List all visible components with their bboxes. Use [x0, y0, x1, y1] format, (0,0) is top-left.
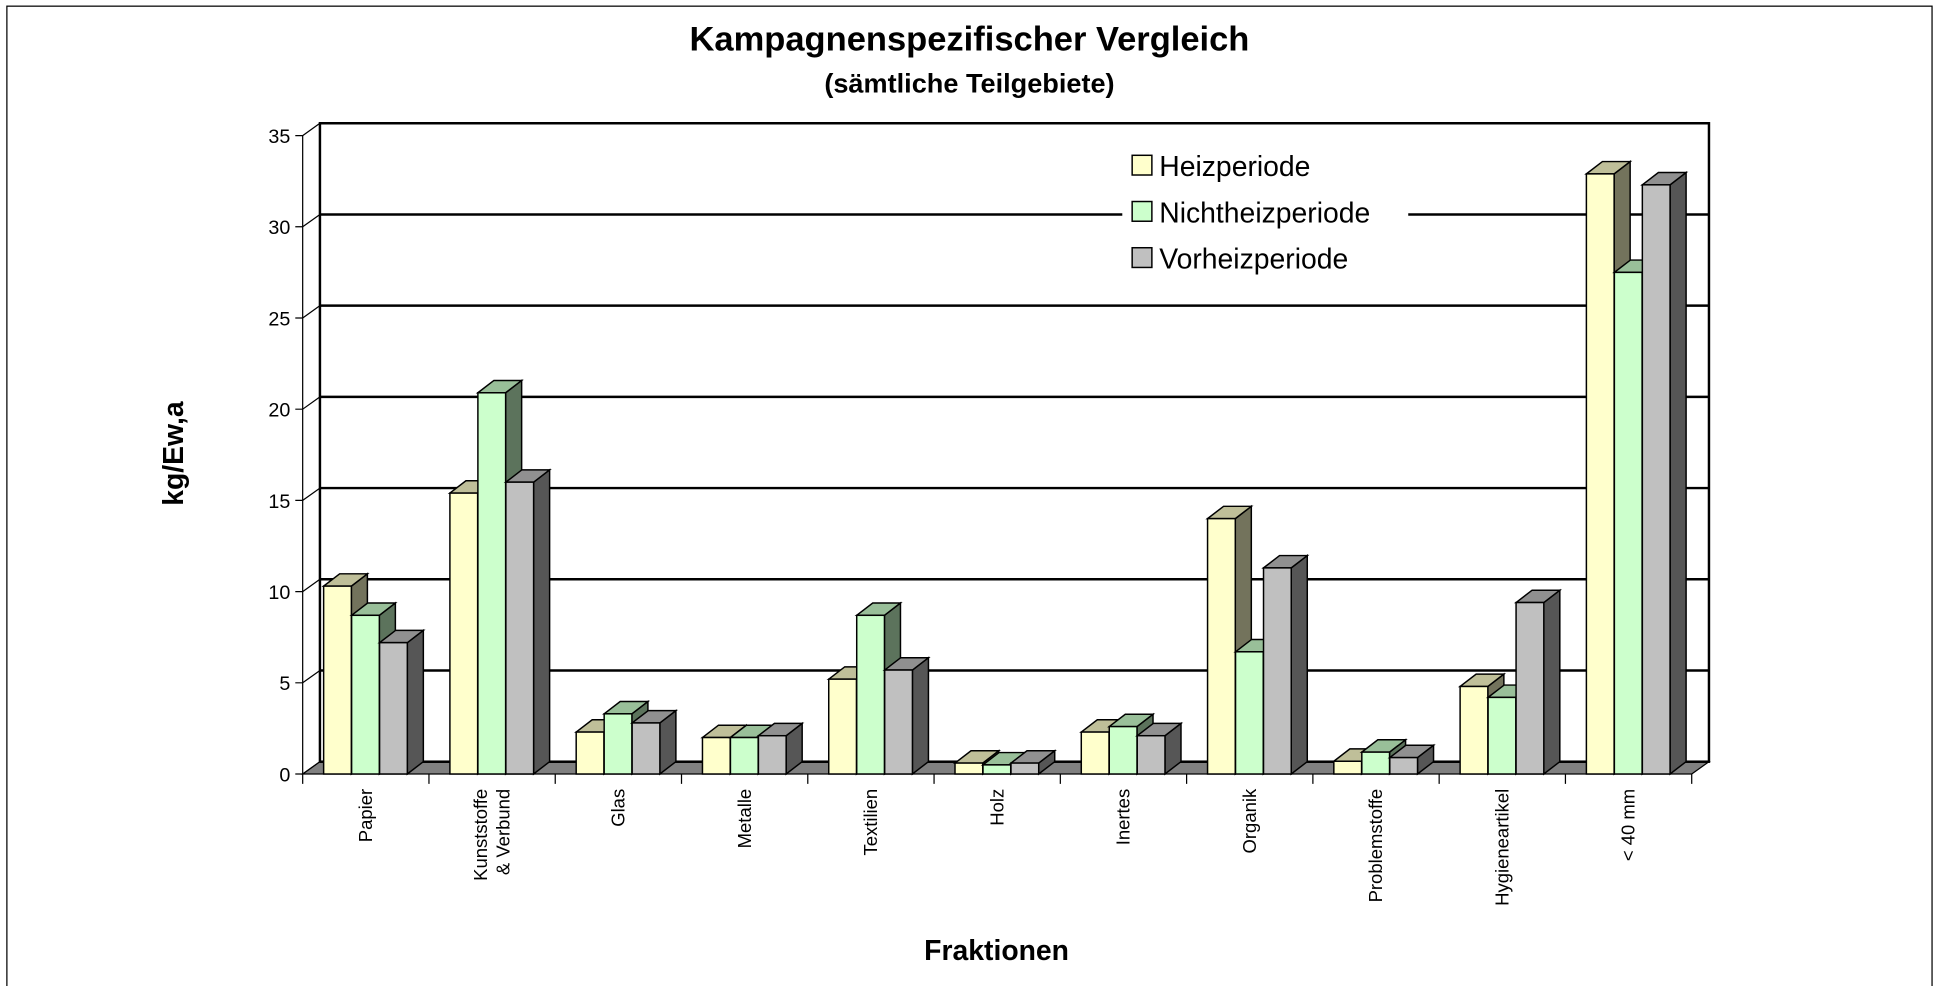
- y-tick: [295, 669, 321, 684]
- bar: [1640, 170, 1689, 776]
- x-tick-label: Papier: [355, 789, 376, 842]
- bar-front: [1234, 651, 1265, 775]
- bar: [1387, 743, 1436, 776]
- bar-front: [1487, 696, 1517, 775]
- chart-subtitle: (sämtliche Teilgebiete): [824, 67, 1114, 98]
- bar-front: [1010, 762, 1040, 775]
- bar-front: [1206, 517, 1237, 775]
- y-tick-label: 0: [279, 764, 290, 786]
- legend-swatch: [1131, 246, 1153, 269]
- bar-front: [603, 713, 633, 775]
- bar-front: [1389, 756, 1419, 775]
- x-tick-label: < 40 mm: [1618, 789, 1639, 861]
- legend-swatch: [1131, 200, 1153, 222]
- bar-front: [1641, 184, 1671, 775]
- y-tick: [295, 487, 321, 502]
- y-tick-label: 25: [268, 308, 290, 330]
- y-tick: [295, 122, 321, 137]
- legend-label: Vorheizperiode: [1159, 244, 1348, 276]
- bar-front: [575, 731, 605, 775]
- y-tick-label: 20: [268, 400, 290, 422]
- bar-side: [1543, 588, 1561, 776]
- bar-front: [631, 722, 661, 775]
- bar-front: [1108, 725, 1138, 775]
- bar-front: [757, 734, 787, 775]
- bar-front: [1262, 567, 1292, 775]
- y-tick: [295, 396, 321, 410]
- bar-front: [1585, 173, 1615, 775]
- y-tick: [295, 578, 321, 593]
- bar-front: [883, 669, 914, 775]
- y-tick-label: 10: [268, 582, 290, 604]
- bar: [629, 709, 679, 776]
- bar-front: [1361, 751, 1391, 775]
- x-tick-label: Problemstoffe: [1365, 789, 1386, 903]
- bar-front: [350, 614, 381, 775]
- bar: [503, 468, 552, 776]
- x-tick-label: Textilien: [860, 789, 881, 856]
- bar-front: [505, 481, 535, 775]
- x-tick-label: Metalle: [734, 789, 755, 849]
- bar-front: [827, 678, 858, 775]
- bar-side: [1290, 554, 1309, 776]
- y-axis-label: kg/Ew,a: [158, 401, 190, 506]
- x-tick-label: Glas: [608, 789, 629, 827]
- bar: [1513, 588, 1562, 776]
- bar: [1135, 721, 1184, 776]
- bar-front: [322, 585, 353, 775]
- bar-side: [911, 656, 930, 776]
- legend-swatch: [1131, 154, 1153, 176]
- legend-box: [1122, 145, 1409, 284]
- x-tick-label: Kunststoffe& Verbund: [470, 789, 513, 881]
- x-axis-label: Fraktionen: [924, 935, 1069, 967]
- bar: [1008, 749, 1057, 776]
- bar-front: [1080, 731, 1110, 775]
- x-tick-label: Inertes: [1113, 789, 1134, 845]
- y-tick: [295, 213, 321, 228]
- x-tick-label: Organik: [1239, 788, 1260, 853]
- legend-label: Heizperiode: [1159, 151, 1310, 183]
- bar-front: [701, 736, 731, 775]
- bar: [1261, 554, 1310, 776]
- bar-side: [1669, 170, 1687, 776]
- bar-front: [982, 764, 1012, 775]
- bar-front: [729, 736, 759, 775]
- x-tick-label: Holz: [986, 789, 1007, 826]
- bar: [882, 656, 931, 776]
- bar-front: [477, 392, 507, 775]
- bar: [756, 721, 805, 776]
- legend-label: Nichtheizperiode: [1159, 197, 1370, 229]
- bar-side: [406, 628, 425, 776]
- y-tick-label: 35: [268, 126, 290, 148]
- y-tick-label: 5: [279, 673, 290, 695]
- y-tick-label: 15: [268, 491, 290, 513]
- bar-front: [954, 762, 984, 775]
- bar-front: [449, 492, 479, 775]
- y-tick-label: 30: [268, 217, 290, 239]
- bar-front: [378, 641, 409, 775]
- bar-side: [532, 468, 551, 776]
- bar-front: [1136, 734, 1166, 775]
- bar-front: [1333, 760, 1363, 775]
- bar: [377, 628, 426, 776]
- bar-front: [1515, 601, 1545, 775]
- bar-front: [1459, 685, 1489, 775]
- bar-front: [1613, 271, 1643, 775]
- x-tick-label: Hygieneartikel: [1491, 789, 1512, 906]
- bar-front: [855, 614, 886, 775]
- y-tick: [295, 305, 321, 319]
- chart-title: Kampagnenspezifischer Vergleich: [690, 21, 1250, 59]
